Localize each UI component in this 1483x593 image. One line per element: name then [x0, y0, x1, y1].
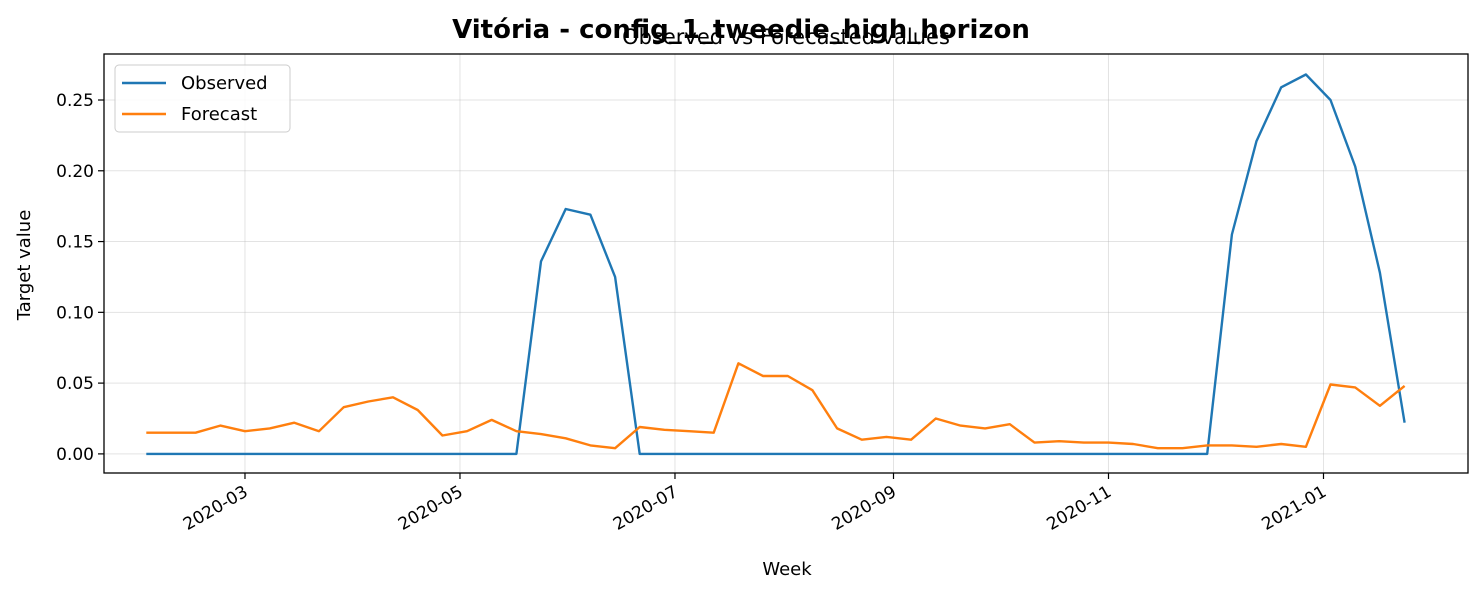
- legend-label-forecast: Forecast: [181, 104, 257, 125]
- y-tick-label: 0.25: [56, 91, 94, 111]
- chart-subtitle: Observed vs Forecasted values: [622, 25, 950, 49]
- y-tick-label: 0.10: [56, 303, 94, 323]
- y-axis-ticks: 0.00 0.05 0.10 0.15 0.20 0.25: [56, 91, 104, 465]
- y-tick-label: 0.20: [56, 162, 94, 182]
- y-axis-label: Target value: [14, 210, 35, 322]
- legend-box: [114, 64, 291, 133]
- series-line-forecast: [146, 362, 1406, 450]
- y-tick-label: 0.15: [56, 233, 94, 253]
- series-line-observed: [146, 73, 1406, 456]
- plot-frame: [103, 53, 1469, 474]
- legend-label-observed: Observed: [181, 73, 268, 94]
- chart-title: Vitória - config_1_tweedie_high_horizon: [452, 15, 1030, 45]
- series-lines: [146, 73, 1406, 456]
- y-tick-label: 0.00: [56, 445, 94, 465]
- legend: Observed Forecast: [114, 64, 291, 133]
- x-axis-label: Week: [762, 559, 812, 580]
- y-tick-label: 0.05: [56, 374, 94, 394]
